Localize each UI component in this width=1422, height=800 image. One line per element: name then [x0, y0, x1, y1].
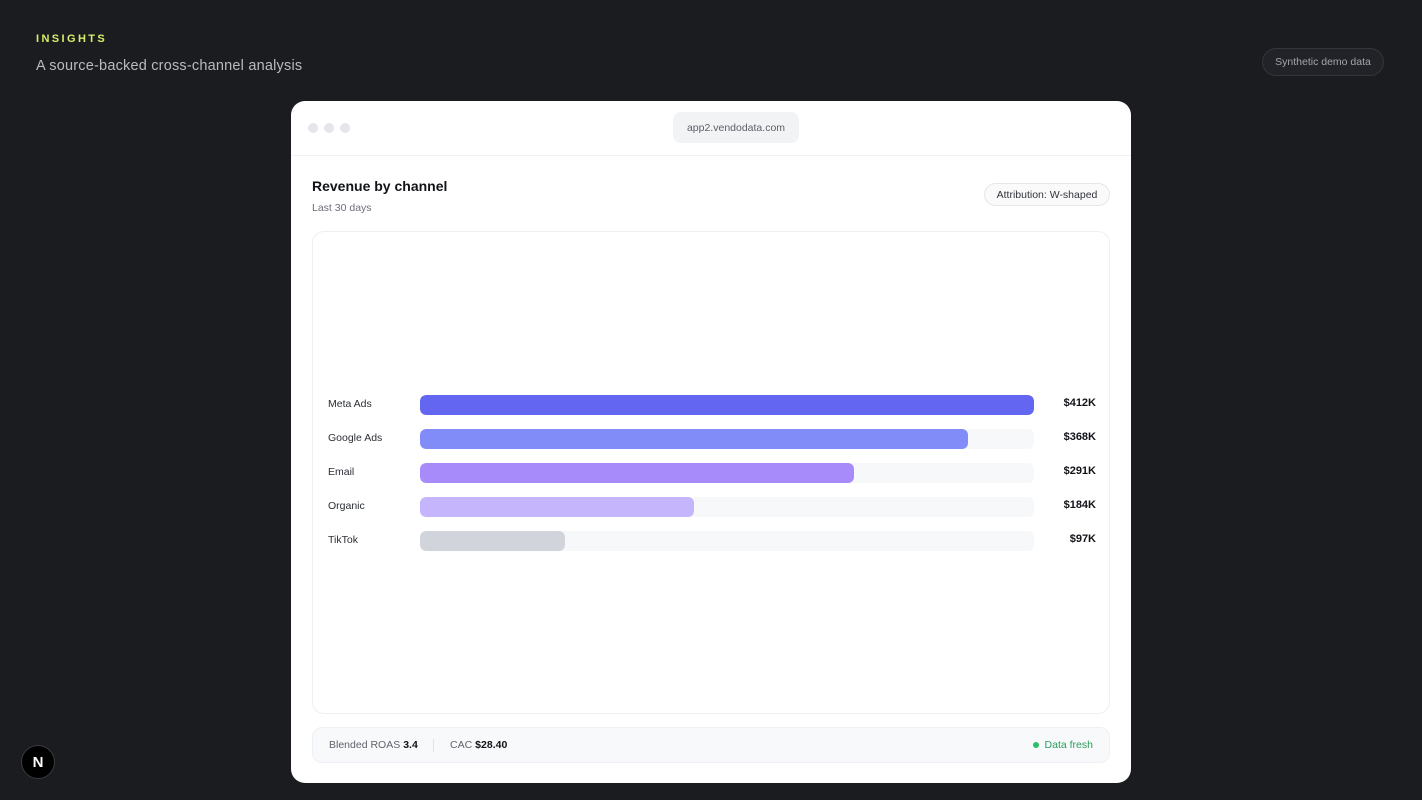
window-titlebar: app2.vendodata.com — [291, 101, 1131, 156]
bar-track — [420, 395, 1034, 415]
chart-bar[interactable] — [420, 395, 1034, 415]
bar-value-label: $412K — [1063, 397, 1096, 409]
card-title: Revenue by channel — [312, 178, 448, 194]
bar-track — [420, 531, 1034, 551]
data-status-label: Data fresh — [1044, 739, 1093, 751]
chart-bar-row: Organic $184K — [313, 497, 1111, 517]
revenue-bar-chart: Meta Ads $412K Google Ads $368K Email $291K Or… — [312, 231, 1110, 714]
window-maximize-dot-icon[interactable] — [340, 123, 350, 133]
section-kicker: INSIGHTS — [36, 33, 108, 45]
cac-metric: CAC $28.40 — [450, 739, 507, 751]
chart-bar[interactable] — [420, 463, 854, 483]
bar-category-label: Organic — [328, 500, 365, 512]
bar-value-label: $97K — [1069, 533, 1096, 545]
cac-label: CAC — [450, 739, 473, 751]
bar-value-label: $184K — [1063, 499, 1096, 511]
cac-value: $28.40 — [475, 739, 508, 751]
bar-value-label: $291K — [1063, 465, 1096, 477]
chart-bar[interactable] — [420, 429, 969, 449]
window-minimize-dot-icon[interactable] — [324, 123, 334, 133]
app-window: app2.vendodata.com Revenue by channel La… — [291, 101, 1131, 783]
bar-category-label: Email — [328, 466, 355, 478]
bar-track — [420, 463, 1034, 483]
bar-category-label: TikTok — [328, 534, 358, 546]
roas-metric: Blended ROAS 3.4 — [329, 739, 418, 751]
bar-value-label: $368K — [1063, 431, 1096, 443]
chart-bar-row: Email $291K — [313, 463, 1111, 483]
roas-label: Blended ROAS — [329, 739, 401, 751]
window-close-dot-icon[interactable] — [308, 123, 318, 133]
status-dot-icon — [1032, 742, 1039, 748]
page-subtitle: A source-backed cross-channel analysis — [36, 58, 303, 74]
n-logo-icon[interactable]: N — [21, 745, 55, 779]
bar-track — [420, 497, 1034, 517]
chart-bar-row: TikTok $97K — [313, 531, 1111, 551]
bar-category-label: Meta Ads — [328, 398, 372, 410]
synthetic-data-badge: Synthetic demo data — [1262, 48, 1384, 76]
bar-category-label: Google Ads — [328, 432, 383, 444]
chart-bar-row: Meta Ads $412K — [313, 395, 1111, 415]
chart-bar[interactable] — [420, 531, 565, 551]
roas-value: 3.4 — [403, 739, 418, 751]
summary-footer: Blended ROAS 3.4 CAC $28.40 Data fresh — [312, 727, 1110, 763]
bar-track — [420, 429, 1034, 449]
address-bar[interactable]: app2.vendodata.com — [673, 112, 799, 143]
chart-bar[interactable] — [420, 497, 695, 517]
chart-bar-row: Google Ads $368K — [313, 429, 1111, 449]
metric-divider — [433, 739, 434, 752]
data-status: Data fresh — [1032, 739, 1093, 751]
card-date-range: Last 30 days — [312, 202, 372, 214]
attribution-model-badge[interactable]: Attribution: W-shaped — [984, 183, 1110, 206]
